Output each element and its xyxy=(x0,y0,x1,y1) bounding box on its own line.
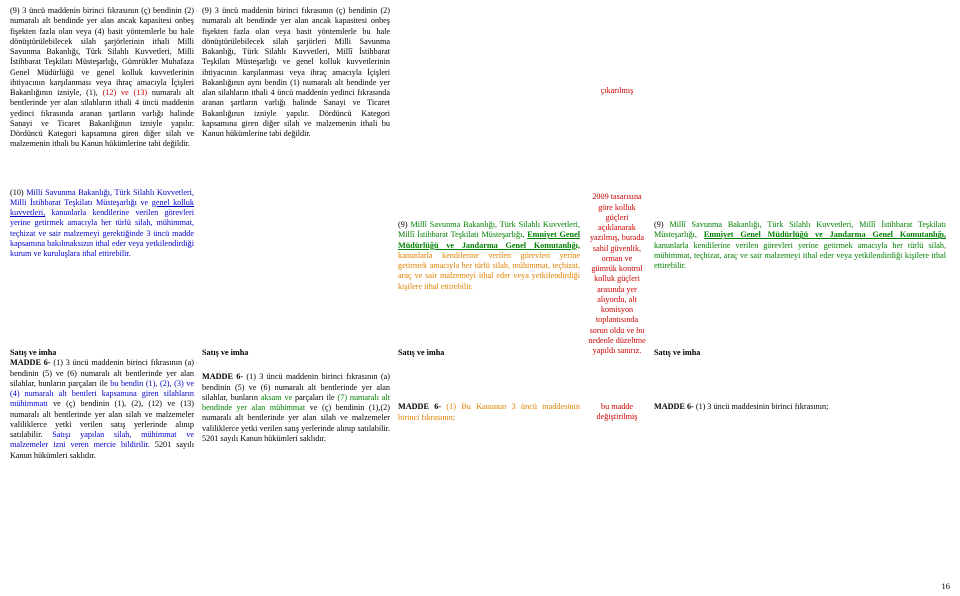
c2-para9: (9) 3 üncü maddenin birinci fıkrasının (… xyxy=(202,6,390,139)
c5-spacer xyxy=(654,6,946,220)
col2-variant: (9) 3 üncü maddenin birinci fıkrasının (… xyxy=(198,4,394,346)
r2c5-m: MADDE 6- xyxy=(654,402,694,411)
r2c3-m: MADDE 6- xyxy=(398,402,441,411)
c4-note1: çıkarılmış xyxy=(588,86,646,96)
r2c2-g1: aksam ve xyxy=(261,393,292,402)
row-article-9-10: (9) 3 üncü maddenin birinci fıkrasının (… xyxy=(6,4,954,346)
legal-comparison-page: (9) 3 üncü maddenin birinci fıkrasının (… xyxy=(0,0,960,596)
c1-para10: (10) Milli Savunma Bakanlığı, Türk Silah… xyxy=(10,188,194,260)
col3-revised: (9) Millî Savunma Bakanlığı, Türk Silahl… xyxy=(394,4,584,346)
c3-o1: kanunlarla kendilerine verilen görevleri… xyxy=(398,251,580,291)
r2-col2: Satış ve imha MADDE 6- (1) 3 üncü madden… xyxy=(198,346,394,592)
c3-spacer xyxy=(398,6,580,220)
r2c3-body: MADDE 6- (1) Bu Kanunun 3 üncü maddesini… xyxy=(398,402,580,423)
col4-notes: çıkarılmış 2009 tasarısına göre kolluk g… xyxy=(584,4,650,346)
c4-spacer2 xyxy=(588,96,646,192)
c5-g2: kanunlarla kendilerine verilen görevleri… xyxy=(654,241,946,271)
r2c5-p: (1) 3 üncü maddesinin birinci fıkrasının… xyxy=(694,402,829,411)
row-article-6: Satış ve imha MADDE 6- (1) 3 üncü madden… xyxy=(6,346,954,592)
page-number: 16 xyxy=(942,581,951,592)
c4-note2: 2009 tasarısına göre kolluk güçleri açık… xyxy=(588,192,646,356)
c4-spacer1 xyxy=(588,6,646,86)
r2-col1: Satış ve imha MADDE 6- (1) 3 üncü madden… xyxy=(6,346,198,592)
c5-para9: (9) Millî Savunma Bakanlığı, Türk Silahl… xyxy=(654,220,946,271)
r2c2-p2: parçaları ile xyxy=(292,393,337,402)
r2-col5: Satış ve imha MADDE 6- (1) 3 üncü maddes… xyxy=(650,346,950,592)
r2c4-spacer xyxy=(588,348,646,402)
col5-final: (9) Millî Savunma Bakanlığı, Türk Silahl… xyxy=(650,4,950,346)
c3-para9: (9) Millî Savunma Bakanlığı, Türk Silahl… xyxy=(398,220,580,292)
c1-p9-tail: numaralı alt bentlerinde yer alan silahl… xyxy=(10,88,194,148)
r2c2-body: MADDE 6- (1) 3 üncü maddenin birinci fık… xyxy=(202,372,390,444)
r2c2-m: MADDE 6- xyxy=(202,372,243,381)
r2-col3: Satış ve imha MADDE 6- (1) Bu Kanunun 3 … xyxy=(394,346,584,592)
r2c5-h: Satış ve imha xyxy=(654,348,946,358)
c3-head: (9) xyxy=(398,220,410,229)
c1-p9-text: (9) 3 üncü maddenin birinci fıkrasının (… xyxy=(10,6,194,97)
col1-original: (9) 3 üncü maddenin birinci fıkrasının (… xyxy=(6,4,198,346)
c5-gu: Emniyet Genel Müdürlüğü ve Jandarma Gene… xyxy=(704,230,946,239)
c1-para9: (9) 3 üncü maddenin birinci fıkrasının (… xyxy=(10,6,194,150)
r2c3-h: Satış ve imha xyxy=(398,348,580,358)
c5-head: (9) xyxy=(654,220,669,229)
r2c5-body: MADDE 6- (1) 3 üncü maddesinin birinci f… xyxy=(654,402,946,412)
r2c2-h: Satış ve imha xyxy=(202,348,390,358)
r2-col4: bu madde değiştirilmiş xyxy=(584,346,650,592)
r2c1-body: MADDE 6- (1) 3 üncü maddenin birinci fık… xyxy=(10,358,194,461)
c1-p10-head: (10) xyxy=(10,188,26,197)
c1-p9-redtext: (12) ve (13) xyxy=(103,88,148,97)
r2c4-note: bu madde değiştirilmiş xyxy=(588,402,646,423)
r2c1-h: Satış ve imha xyxy=(10,348,194,358)
r2c1-m: MADDE 6- xyxy=(10,358,51,367)
